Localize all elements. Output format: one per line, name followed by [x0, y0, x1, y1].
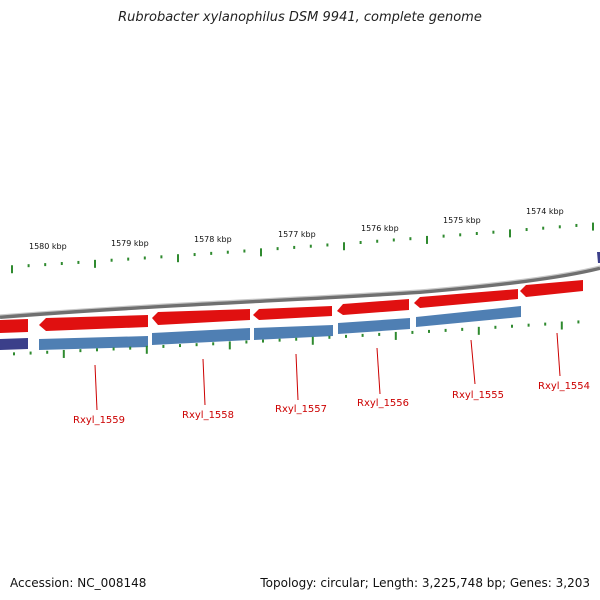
reverse-gene[interactable]: [254, 325, 333, 340]
kbp-label-group: 1580 kbp 1579 kbp 1578 kbp 1577 kbp 1576…: [29, 207, 564, 251]
gene-label[interactable]: Rxyl_1557: [275, 404, 327, 415]
kbp-label: 1574 kbp: [526, 207, 564, 216]
gene-label[interactable]: Rxyl_1555: [452, 390, 504, 401]
callout-line: [376, 347, 381, 395]
reverse-gene[interactable]: [416, 306, 521, 327]
forward-gene[interactable]: [0, 319, 28, 333]
callout-line: [94, 364, 98, 411]
kbp-label: 1577 kbp: [278, 230, 316, 239]
reverse-gene[interactable]: [0, 338, 28, 350]
genome-summary-text: Topology: circular; Length: 3,225,748 bp…: [260, 576, 590, 590]
kbp-label: 1579 kbp: [111, 239, 149, 248]
forward-gene[interactable]: [414, 289, 518, 308]
gene-label[interactable]: Rxyl_1554: [538, 381, 590, 392]
callout-line: [470, 339, 476, 385]
forward-gene[interactable]: [253, 306, 332, 320]
kbp-label: 1576 kbp: [361, 224, 399, 233]
gene-label[interactable]: Rxyl_1559: [73, 415, 125, 426]
callout-line: [295, 353, 299, 401]
genome-backbone-highlight: [0, 265, 600, 316]
gene-label[interactable]: Rxyl_1556: [357, 398, 409, 409]
gene-label[interactable]: Rxyl_1558: [182, 410, 234, 421]
forward-gene[interactable]: [39, 315, 148, 331]
callout-line: [202, 358, 206, 406]
accession-text: Accession: NC_008148: [10, 576, 147, 590]
reverse-gene-track: [0, 306, 521, 350]
genome-backbone: [0, 266, 600, 319]
gene-label-group: Rxyl_1559 Rxyl_1558 Rxyl_1557 Rxyl_1556 …: [73, 381, 590, 426]
inner-tick-track: [13, 320, 580, 358]
forward-gene[interactable]: [520, 280, 583, 297]
reverse-gene[interactable]: [152, 328, 250, 345]
outer-tick-track: [11, 222, 594, 274]
gene-callout-lines: [94, 332, 561, 411]
forward-gene[interactable]: [152, 309, 250, 325]
forward-gene[interactable]: [337, 299, 409, 315]
partial-gene-marker: [597, 252, 600, 263]
kbp-label: 1578 kbp: [194, 235, 232, 244]
reverse-gene[interactable]: [338, 318, 410, 334]
reverse-gene[interactable]: [39, 336, 148, 350]
forward-gene-track: [0, 280, 583, 333]
genome-title: Rubrobacter xylanophilus DSM 9941, compl…: [118, 10, 482, 25]
kbp-label: 1575 kbp: [443, 216, 481, 225]
callout-line: [556, 332, 561, 377]
kbp-label: 1580 kbp: [29, 242, 67, 251]
